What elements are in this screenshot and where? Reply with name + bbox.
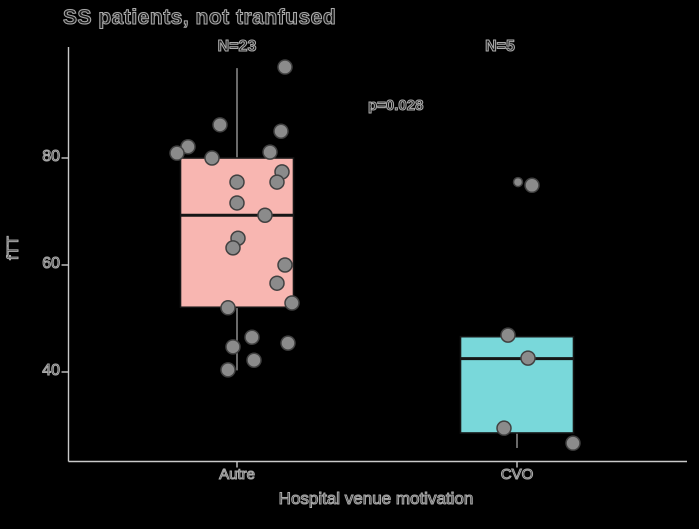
data-point-autre bbox=[269, 174, 285, 190]
data-point-autre bbox=[277, 59, 293, 75]
data-point-autre bbox=[169, 145, 185, 161]
data-point-autre bbox=[229, 195, 245, 211]
n-count-label-autre: N=23 bbox=[217, 38, 257, 56]
y-tick-label-60: 60 bbox=[42, 255, 61, 273]
data-point-cvo bbox=[524, 177, 540, 194]
data-point-autre bbox=[280, 335, 296, 351]
data-point-cvo bbox=[512, 176, 524, 188]
n-count-label-cvo: N=5 bbox=[485, 38, 516, 56]
data-point-autre bbox=[269, 275, 285, 291]
data-point-cvo bbox=[500, 327, 516, 343]
data-point-autre bbox=[220, 362, 236, 378]
x-tick-label-cvo: CVO bbox=[500, 466, 534, 484]
data-point-autre bbox=[204, 150, 220, 166]
data-point-autre bbox=[212, 117, 228, 133]
data-point-autre bbox=[225, 339, 241, 355]
data-point-autre bbox=[220, 300, 236, 316]
data-point-autre bbox=[246, 352, 262, 368]
x-tick-label-autre: Autre bbox=[219, 466, 256, 484]
data-point-autre bbox=[284, 295, 300, 311]
x-axis-title: Hospital venue motivation bbox=[278, 489, 474, 509]
data-point-autre bbox=[229, 174, 245, 190]
data-point-autre bbox=[257, 207, 273, 223]
box-cvo bbox=[459, 335, 575, 434]
data-point-cvo bbox=[496, 420, 512, 436]
data-point-cvo bbox=[520, 350, 536, 366]
data-point-autre bbox=[273, 123, 289, 139]
data-point-autre bbox=[277, 257, 293, 273]
data-point-autre bbox=[262, 144, 278, 160]
data-point-autre bbox=[225, 240, 241, 256]
y-tick-label-80: 80 bbox=[42, 148, 61, 166]
p-value-label: p=0.028 bbox=[367, 97, 424, 115]
data-point-cvo bbox=[565, 435, 581, 451]
data-point-autre bbox=[244, 329, 260, 345]
chart-title: SS patients, not tranfused bbox=[62, 6, 337, 30]
y-tick-label-40: 40 bbox=[42, 362, 61, 380]
